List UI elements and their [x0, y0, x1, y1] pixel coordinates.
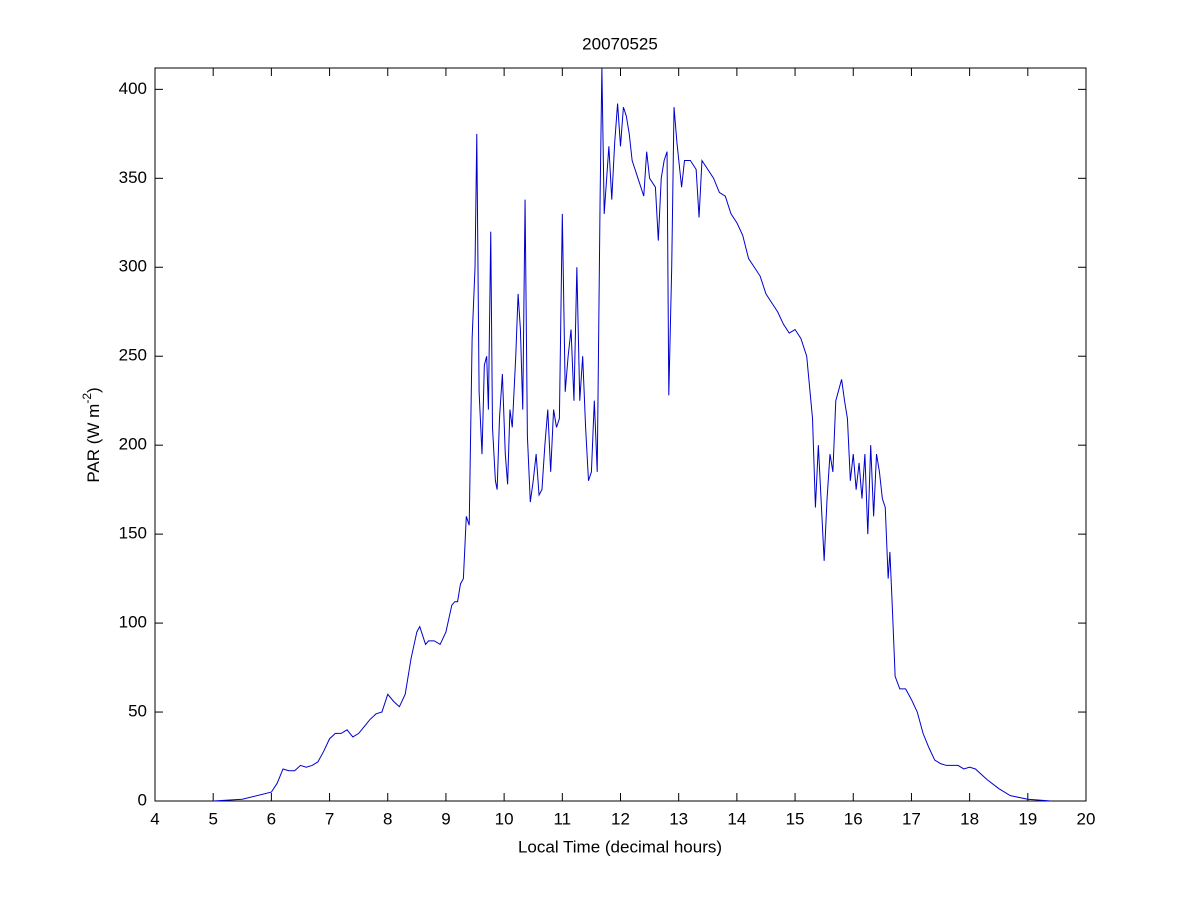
chart-title: 20070525 [582, 34, 658, 53]
x-tick-label: 20 [1077, 809, 1096, 828]
y-tick-label: 250 [119, 346, 147, 365]
plot-box [154, 67, 1087, 802]
y-axis-label: PAR (W m-2) [80, 387, 103, 482]
x-tick-label: 19 [1018, 809, 1037, 828]
x-tick-label: 10 [495, 809, 514, 828]
y-tick-label: 150 [119, 524, 147, 543]
x-tick-label: 13 [669, 809, 688, 828]
x-tick-label: 14 [727, 809, 746, 828]
x-tick-label: 15 [786, 809, 805, 828]
x-tick-label: 9 [441, 809, 450, 828]
y-axis-label-superscript: -2 [80, 393, 94, 404]
x-tick-label: 7 [325, 809, 334, 828]
x-tick-label: 11 [553, 809, 571, 828]
x-tick-label: 18 [960, 809, 979, 828]
y-tick-label: 50 [128, 702, 147, 721]
y-axis-label-text: ) [84, 387, 103, 393]
y-tick-label: 350 [119, 168, 147, 187]
data-line [213, 67, 1052, 802]
x-tick-label: 4 [150, 809, 159, 828]
x-tick-label: 12 [611, 809, 630, 828]
y-tick-label: 200 [119, 435, 147, 454]
y-tick-label: 100 [119, 613, 147, 632]
x-tick-label: 16 [844, 809, 863, 828]
x-tick-label: 6 [267, 809, 276, 828]
y-tick-label: 400 [119, 79, 147, 98]
y-tick-label: 300 [119, 257, 147, 276]
y-tick-label: 0 [138, 790, 147, 809]
x-tick-label: 17 [902, 809, 921, 828]
x-tick-label: 8 [383, 809, 392, 828]
x-tick-label: 5 [208, 809, 217, 828]
y-axis-label-text: PAR (W m [84, 404, 103, 483]
x-axis-label: Local Time (decimal hours) [518, 837, 722, 856]
